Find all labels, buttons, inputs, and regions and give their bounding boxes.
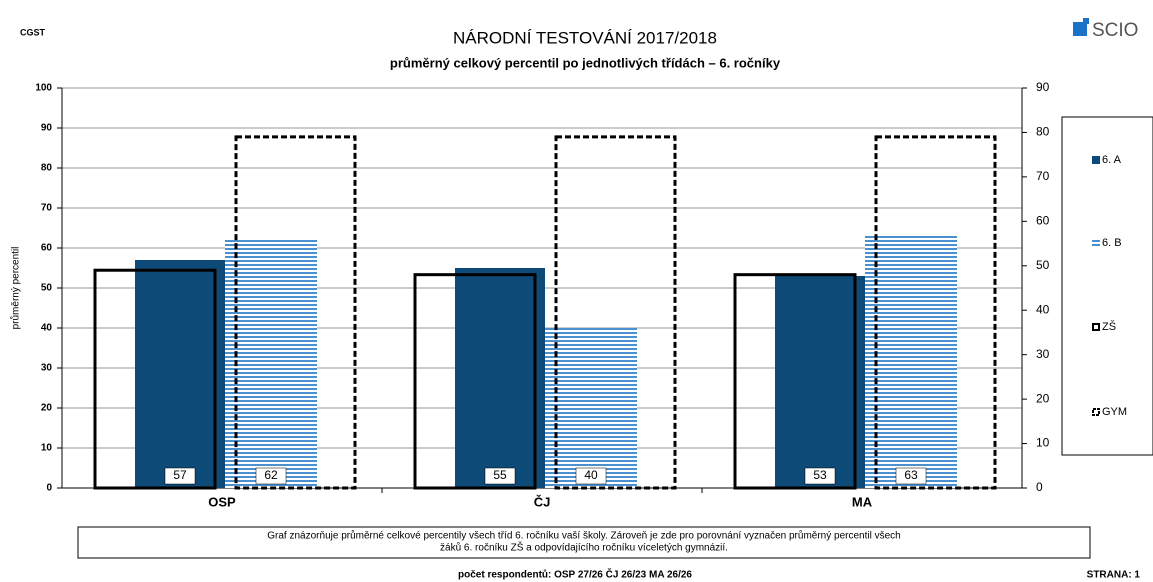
- footer-page: STRANA: 1: [1087, 570, 1141, 581]
- x-tick-label: ČJ: [534, 494, 551, 509]
- note-box: [77, 526, 1091, 559]
- y-tick-label: 0: [46, 483, 52, 494]
- bar: [135, 260, 225, 488]
- y-tick-label: 50: [41, 283, 53, 294]
- legend-label: 6. A: [1102, 154, 1122, 166]
- bar: [775, 276, 865, 488]
- y2-tick-label: 60: [1036, 214, 1050, 228]
- x-tick-label: MA: [852, 494, 873, 509]
- y-tick-label: 100: [35, 83, 52, 94]
- value-label-box: [575, 467, 607, 485]
- y-tick-label: 40: [41, 323, 53, 334]
- legend-swatch: [1092, 239, 1100, 247]
- y-axis-label: průměrný percentil: [10, 247, 22, 330]
- footer-respondents: počet respondentů: OSP 27/26 ČJ 26/23 MA…: [458, 568, 692, 581]
- bar-outline: [874, 135, 997, 490]
- y2-tick-label: 40: [1036, 302, 1050, 316]
- legend-label: GYM: [1102, 406, 1127, 418]
- y2-tick-label: 10: [1036, 436, 1050, 450]
- logo-icon: [1073, 22, 1087, 36]
- value-label: 40: [584, 468, 598, 482]
- logo: SCIO: [1092, 20, 1138, 41]
- y2-tick-label: 70: [1036, 169, 1050, 183]
- y-tick-label: 60: [41, 243, 53, 254]
- value-label-box: [804, 467, 836, 485]
- chart-title: NÁRODNÍ TESTOVÁNÍ 2017/2018: [453, 28, 717, 47]
- value-label: 57: [173, 468, 187, 482]
- y-tick-label: 10: [41, 443, 53, 454]
- bar-outline: [554, 135, 677, 490]
- value-label-box: [484, 467, 516, 485]
- header-left: CGST: [20, 27, 46, 37]
- x-tick-label: OSP: [208, 494, 236, 509]
- y2-tick-label: 90: [1036, 80, 1050, 94]
- y-tick-label: 70: [41, 203, 53, 214]
- y-tick-label: 20: [41, 403, 53, 414]
- bar: [865, 236, 957, 488]
- legend-box: [1061, 116, 1153, 456]
- legend-label: ZŠ: [1102, 320, 1116, 333]
- value-label-box: [164, 467, 196, 485]
- bar: [455, 268, 545, 488]
- value-label-box: [895, 467, 927, 485]
- y2-tick-label: 80: [1036, 125, 1050, 139]
- legend-label: 6. B: [1102, 237, 1122, 249]
- value-label: 62: [264, 468, 278, 482]
- legend-swatch: [1092, 408, 1100, 416]
- y2-tick-label: 50: [1036, 258, 1050, 272]
- y-tick-label: 80: [41, 163, 53, 174]
- value-label: 55: [493, 468, 507, 482]
- y2-tick-label: 30: [1036, 347, 1050, 361]
- y2-tick-label: 0: [1036, 480, 1043, 494]
- value-label-box: [255, 467, 287, 485]
- y-tick-label: 90: [41, 123, 53, 134]
- bar-outline: [93, 268, 217, 490]
- legend-swatch: [1092, 156, 1100, 164]
- bar: [545, 328, 637, 488]
- value-label: 63: [904, 468, 918, 482]
- y2-tick-label: 20: [1036, 391, 1050, 405]
- bar: [225, 240, 317, 488]
- logo-icon-dot: [1083, 18, 1089, 24]
- bar-outline: [733, 273, 857, 490]
- note-line: žáků 6. ročníku ZŠ a odpovídajícího ročn…: [440, 541, 728, 554]
- chart-subtitle: průměrný celkový percentil po jednotlivý…: [390, 55, 781, 70]
- bar-outline: [413, 273, 537, 490]
- bar-outline: [234, 135, 357, 490]
- legend-swatch: [1092, 323, 1100, 331]
- note-line: Graf znázorňuje průměrné celkové percent…: [267, 530, 900, 542]
- value-label: 53: [813, 468, 827, 482]
- y-tick-label: 30: [41, 363, 53, 374]
